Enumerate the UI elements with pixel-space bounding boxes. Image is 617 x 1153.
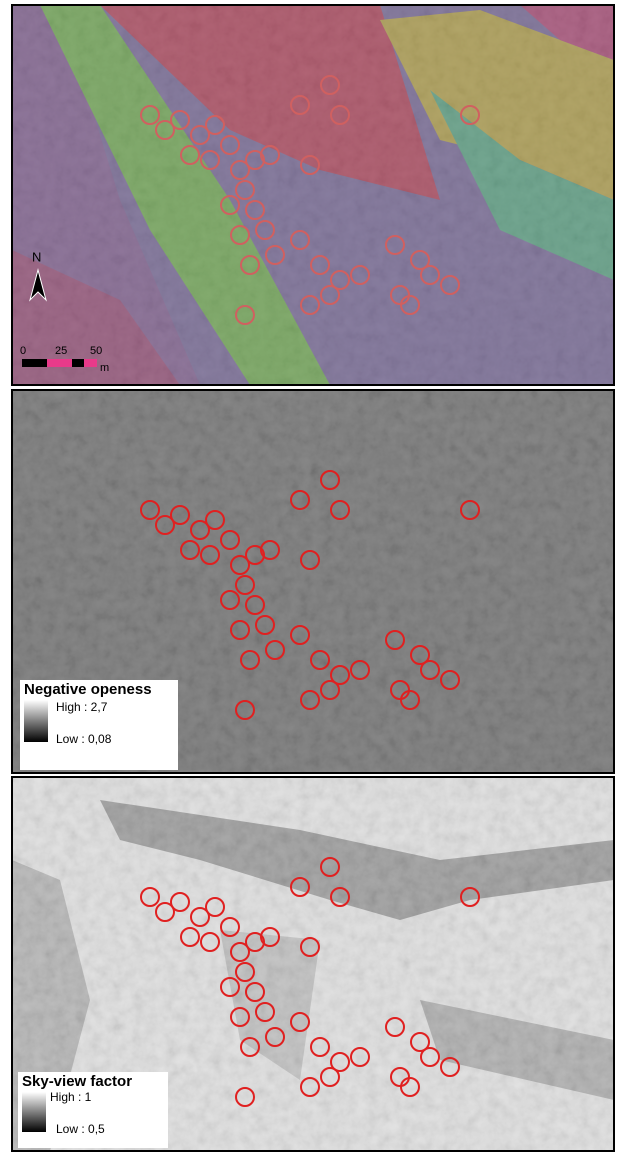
scale-tick-label: 50 xyxy=(90,345,102,357)
color-relief-panel: N 0 25 50 m xyxy=(12,5,614,385)
figure: N 0 25 50 m Negative openess High : 2,7 … xyxy=(0,0,617,1153)
scale-tick-label: 25 xyxy=(55,345,67,357)
scale-unit: m xyxy=(100,362,109,374)
scale-tick-label: 0 xyxy=(20,345,26,357)
legend-high: High : 1 xyxy=(50,1090,92,1104)
legend-title: Sky-view factor xyxy=(22,1073,132,1090)
legend-title: Negative openess xyxy=(24,681,152,698)
legend-high: High : 2,7 xyxy=(56,700,108,714)
negative-openness-panel: Negative openess High : 2,7 Low : 0,08 xyxy=(12,390,614,773)
north-arrow-label: N xyxy=(32,249,41,264)
sky-view-factor-panel: Sky-view factor High : 1 Low : 0,5 xyxy=(12,777,614,1151)
page: N 0 25 50 m Negative openess High : 2,7 … xyxy=(0,0,617,1153)
legend-low: Low : 0,5 xyxy=(56,1122,105,1136)
legend-low: Low : 0,08 xyxy=(56,732,112,746)
